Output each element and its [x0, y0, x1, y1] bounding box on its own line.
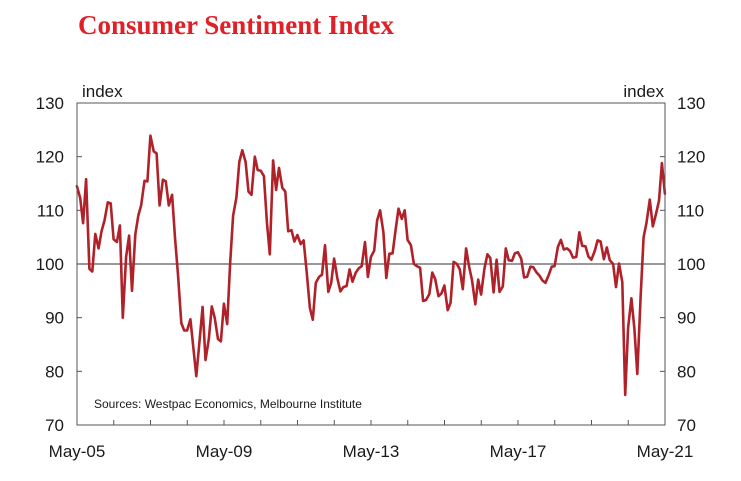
y-tick-label-right: 70	[677, 416, 696, 435]
tick-labels: 70 70 80 80 90 90 100 100 110 110 120 120 130 130 May-…	[36, 94, 706, 461]
chart-title: Consumer Sentiment Index	[78, 10, 395, 40]
y-tick-label-right: 120	[677, 148, 705, 167]
y-tick-label-left: 100	[36, 255, 64, 274]
y-tick-label-left: 90	[45, 309, 64, 328]
y-axis-unit-left: index	[82, 82, 123, 101]
y-tick-label-left: 120	[36, 148, 64, 167]
y-tick-label-right: 80	[677, 362, 696, 381]
source-note: Sources: Westpac Economics, Melbourne In…	[94, 397, 362, 411]
series-line-consumer-sentiment	[75, 134, 667, 397]
y-tick-label-right: 130	[677, 94, 705, 113]
x-tick-label: May-05	[49, 442, 106, 461]
y-tick-label-left: 70	[45, 416, 64, 435]
x-tick-label: May-21	[637, 442, 694, 461]
y-tick-label-left: 110	[37, 201, 64, 220]
y-tick-label-left: 80	[45, 362, 64, 381]
x-tick-label: May-17	[490, 442, 547, 461]
plot-frame	[76, 102, 666, 426]
y-tick-label-right: 90	[677, 309, 696, 328]
y-tick-label-left: 130	[36, 94, 64, 113]
y-tick-label-right: 100	[677, 255, 705, 274]
y-tick-label-right: 110	[677, 201, 704, 220]
x-tick-label: May-09	[196, 442, 253, 461]
y-axis-unit-right: index	[623, 82, 664, 101]
axis-ticks	[77, 102, 666, 426]
x-tick-label: May-13	[343, 442, 400, 461]
